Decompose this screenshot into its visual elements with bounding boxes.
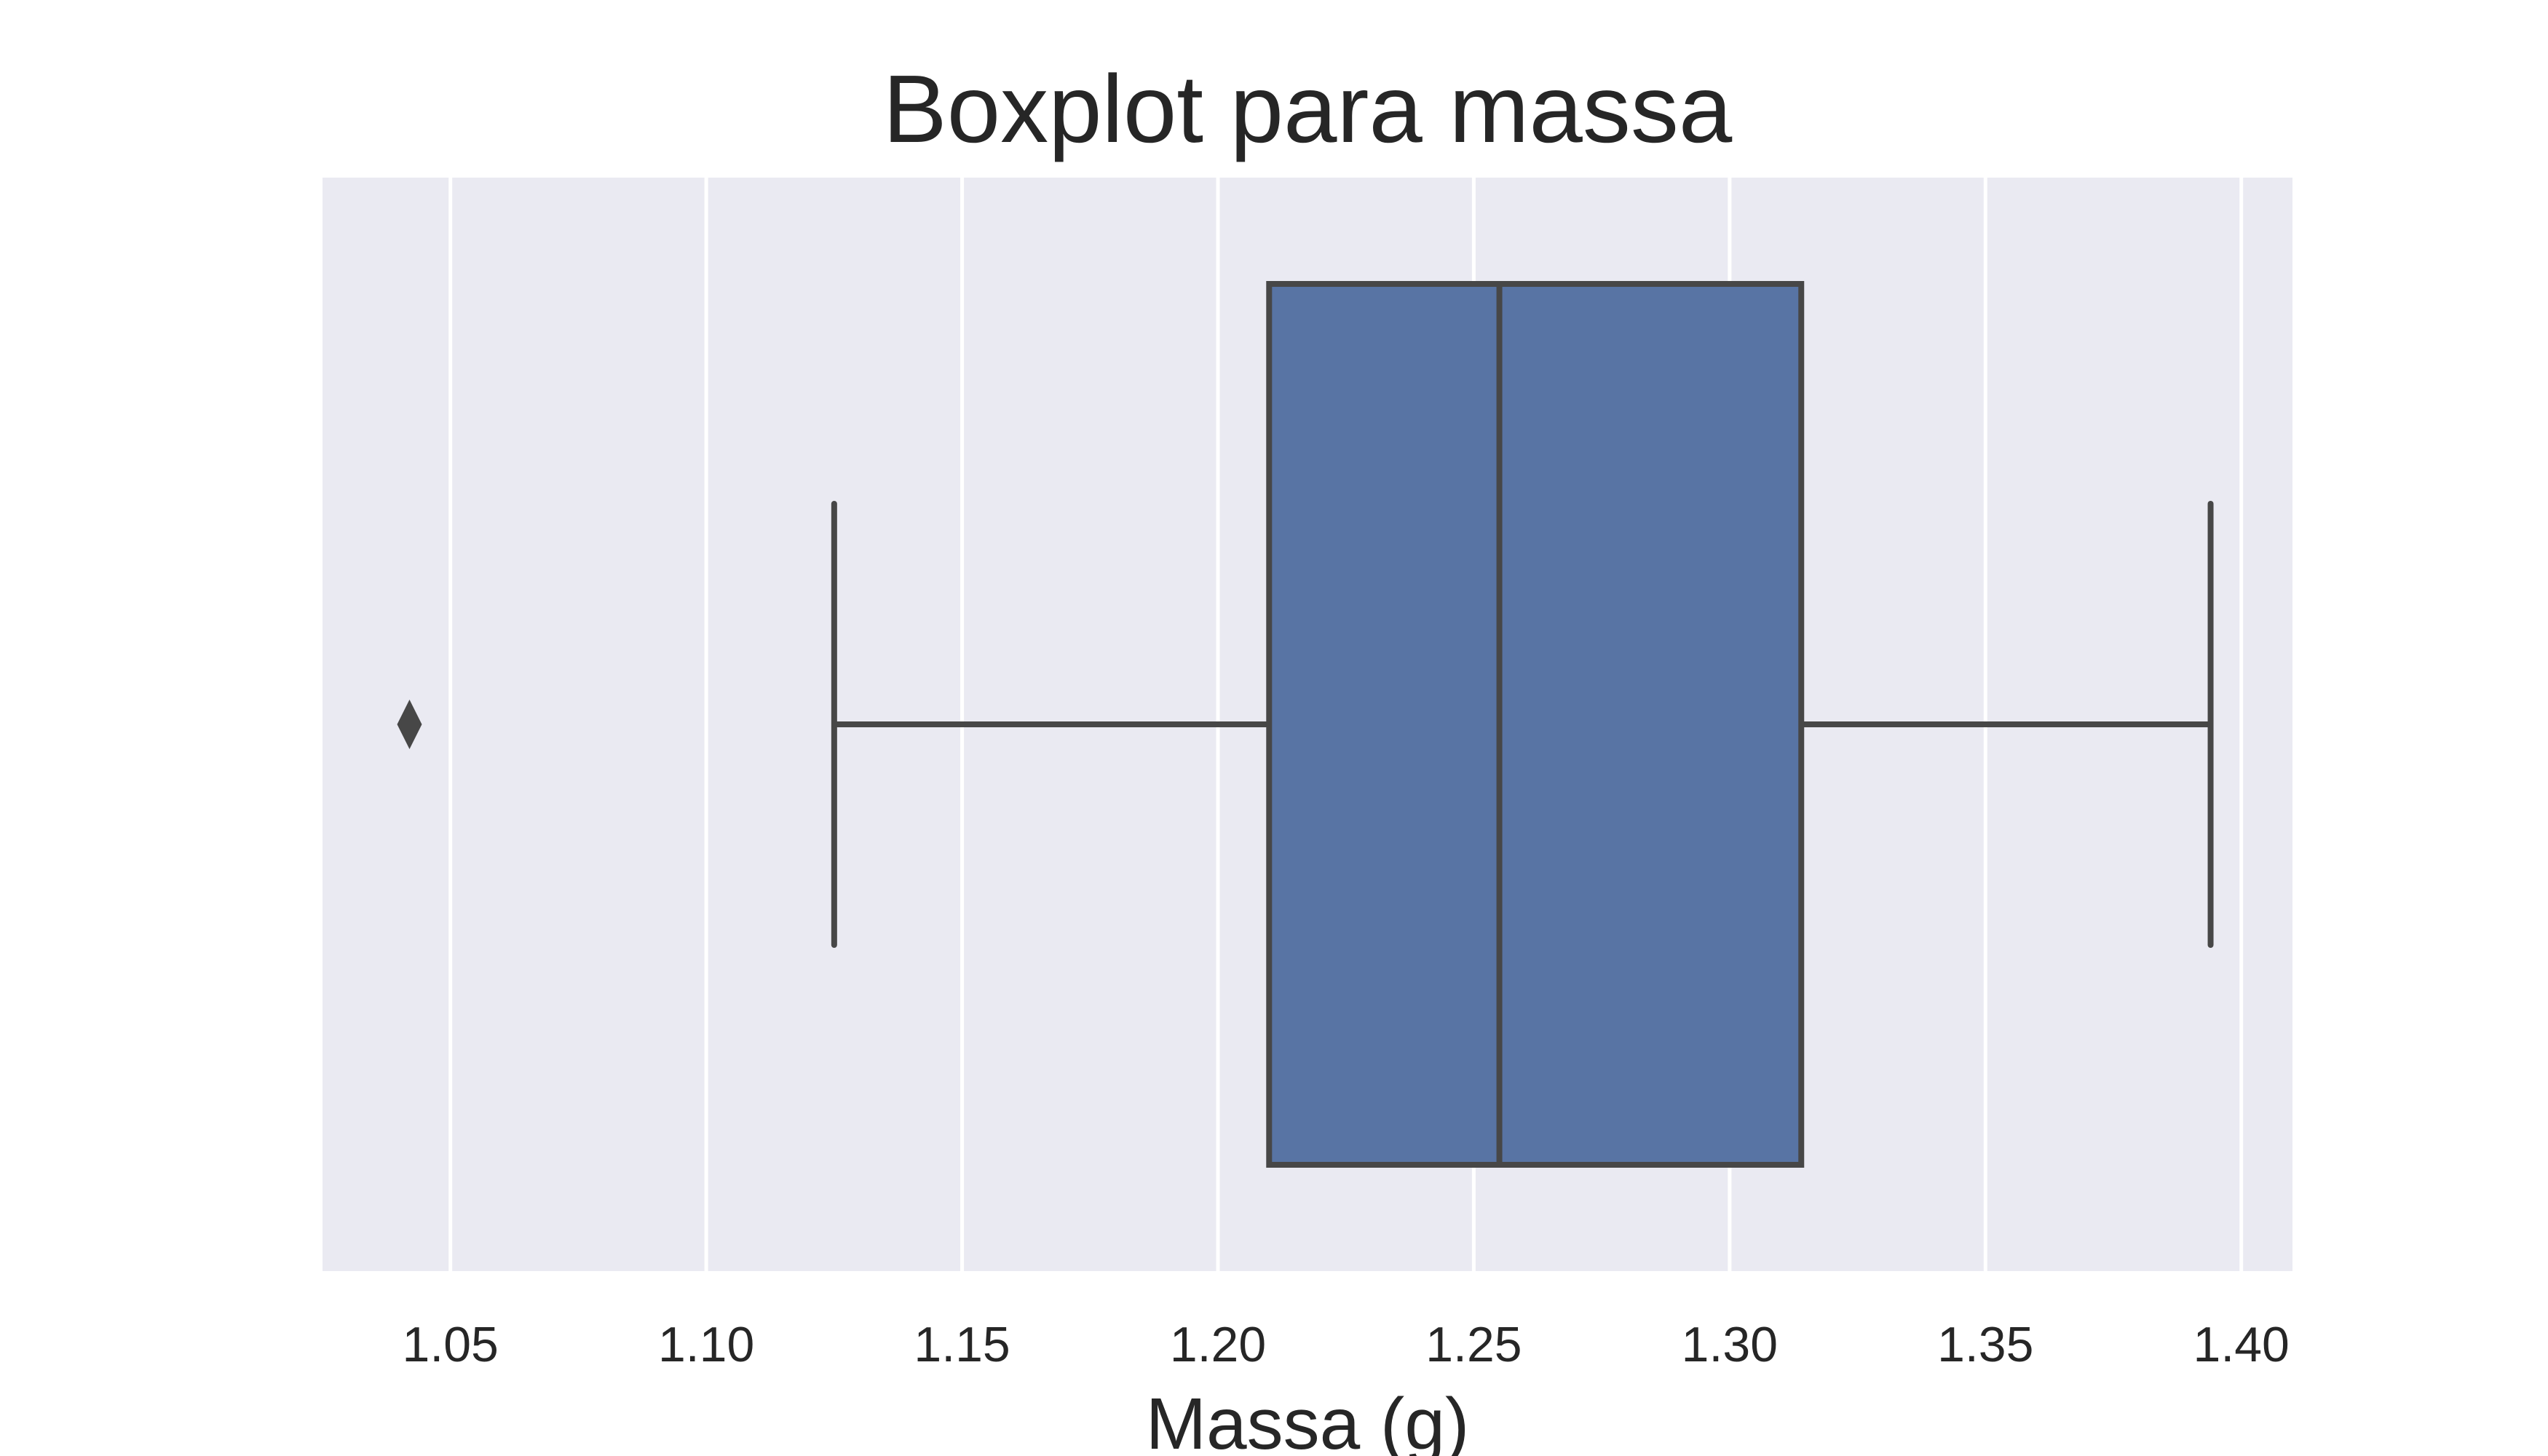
x-tick-labels: 1.05 1.10 1.15 1.20 1.25 1.30 1.35 1.40 xyxy=(403,1317,2290,1372)
x-tick-label: 1.15 xyxy=(914,1317,1010,1372)
x-tick-label: 1.30 xyxy=(1682,1317,1778,1372)
boxplot xyxy=(397,281,2214,1168)
x-tick-label: 1.25 xyxy=(1425,1317,1522,1372)
x-tick-label: 1.05 xyxy=(403,1317,499,1372)
x-axis-label: Massa (g) xyxy=(1146,1383,1470,1456)
x-tick-label: 1.40 xyxy=(2193,1317,2290,1372)
x-tick-label: 1.35 xyxy=(1937,1317,2033,1372)
x-tick-label: 1.10 xyxy=(658,1317,754,1372)
chart-title: Boxplot para massa xyxy=(883,55,1733,162)
outlier-point xyxy=(397,700,422,749)
box-iqr xyxy=(1266,281,1805,1168)
x-tick-label: 1.20 xyxy=(1170,1317,1266,1372)
